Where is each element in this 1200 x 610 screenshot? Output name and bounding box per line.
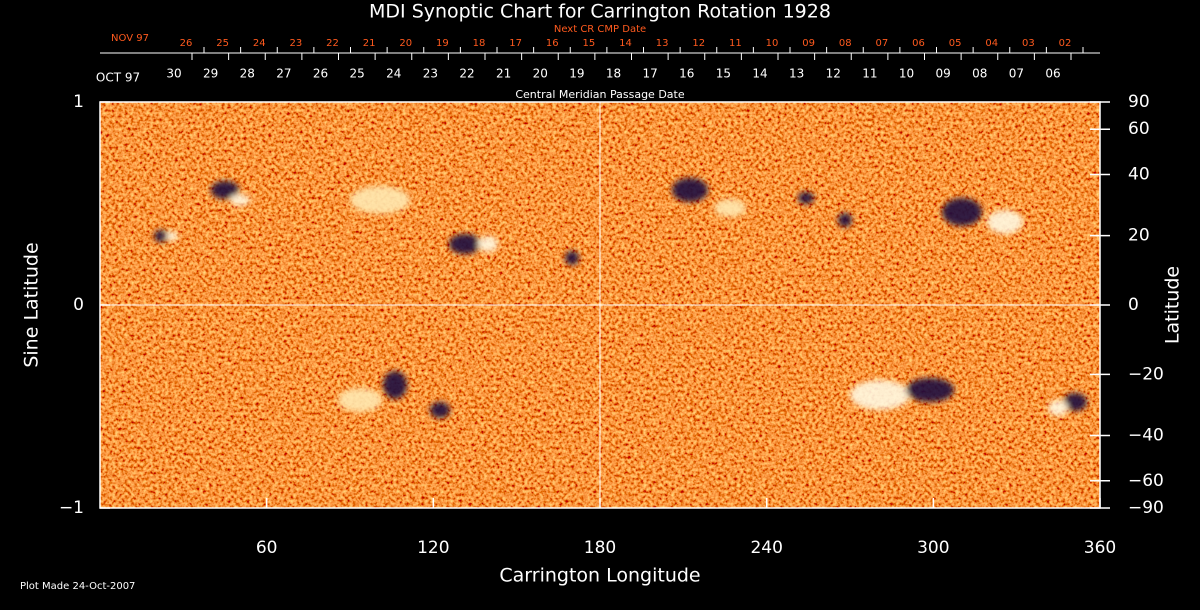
y2-tick-label: −40 — [1128, 425, 1164, 445]
top-date-label: 03 — [1022, 38, 1035, 49]
second-date-label: 12 — [826, 67, 841, 81]
y2-tick-label: −60 — [1128, 471, 1164, 491]
second-date-label: 21 — [496, 67, 511, 81]
x-tick-label: 300 — [917, 538, 949, 558]
x-tick-label: 240 — [750, 538, 782, 558]
second-date-label: 30 — [166, 67, 181, 81]
second-date-label: 11 — [862, 67, 877, 81]
top-date-label: 18 — [473, 38, 486, 49]
second-date-label: 19 — [569, 67, 584, 81]
top-date-label: 16 — [546, 38, 559, 49]
top-date-label: 12 — [692, 38, 705, 49]
y2-tick-label: 60 — [1128, 119, 1150, 139]
second-date-label: 22 — [459, 67, 474, 81]
second-date-label: 15 — [716, 67, 731, 81]
second-date-label: 07 — [1009, 67, 1024, 81]
top-axis-label: Next CR CMP Date — [554, 24, 646, 35]
top-date-label: 20 — [399, 38, 412, 49]
second-date-label: 14 — [752, 67, 767, 81]
x-axis-label: Carrington Longitude — [499, 565, 700, 587]
x-tick-label: 180 — [584, 538, 616, 558]
top-date-label: 05 — [949, 38, 962, 49]
second-date-label: 26 — [313, 67, 328, 81]
top-date-label: 10 — [766, 38, 779, 49]
second-date-label: 29 — [203, 67, 218, 81]
x-tick-label: 120 — [417, 538, 449, 558]
second-date-label: 06 — [1045, 67, 1060, 81]
top-date-label: 14 — [619, 38, 632, 49]
second-date-label: 16 — [679, 67, 694, 81]
y2-tick-label: 0 — [1128, 295, 1139, 315]
second-date-label: 25 — [349, 67, 364, 81]
top-axis-month: NOV 97 — [111, 33, 149, 44]
y-tick-label: 1 — [73, 92, 84, 112]
x-tick-label: 360 — [1084, 538, 1116, 558]
top-date-label: 09 — [802, 38, 815, 49]
y2-tick-label: 40 — [1128, 165, 1150, 185]
y2-tick-label: 20 — [1128, 226, 1150, 246]
x-tick-label: 60 — [256, 538, 278, 558]
top-date-label: 08 — [839, 38, 852, 49]
second-date-label: 13 — [789, 67, 804, 81]
second-date-label: 24 — [386, 67, 401, 81]
second-axis-month: OCT 97 — [96, 71, 140, 85]
second-date-label: 23 — [423, 67, 438, 81]
second-date-label: 08 — [972, 67, 987, 81]
second-date-label: 10 — [899, 67, 914, 81]
chart-title: MDI Synoptic Chart for Carrington Rotati… — [369, 1, 831, 23]
top-date-label: 25 — [216, 38, 229, 49]
top-date-label: 26 — [180, 38, 193, 49]
second-date-label: 20 — [533, 67, 548, 81]
top-date-label: 04 — [985, 38, 998, 49]
top-date-label: 11 — [729, 38, 742, 49]
footer: Plot Made 24-Oct-2007 — [20, 581, 135, 592]
top-date-label: 23 — [290, 38, 303, 49]
top-date-label: 06 — [912, 38, 925, 49]
y2-tick-label: −20 — [1128, 364, 1164, 384]
top-date-label: 13 — [656, 38, 669, 49]
top-date-label: 19 — [436, 38, 449, 49]
second-date-label: 09 — [935, 67, 950, 81]
second-axis-label: Central Meridian Passage Date — [515, 88, 684, 101]
top-date-label: 22 — [326, 38, 339, 49]
top-date-label: 24 — [253, 38, 266, 49]
top-date-label: 17 — [509, 38, 522, 49]
second-date-label: 28 — [240, 67, 255, 81]
top-date-label: 02 — [1059, 38, 1072, 49]
second-date-label: 17 — [642, 67, 657, 81]
y2-tick-label: −90 — [1128, 498, 1164, 518]
y2-tick-label: 90 — [1128, 92, 1150, 112]
second-date-label: 18 — [606, 67, 621, 81]
top-date-label: 07 — [876, 38, 889, 49]
second-date-label: 27 — [276, 67, 291, 81]
top-date-label: 21 — [363, 38, 376, 49]
y-axis-label: Sine Latitude — [21, 242, 43, 367]
y2-axis-label: Latitude — [1162, 266, 1184, 344]
top-date-label: 15 — [583, 38, 596, 49]
y-tick-label: 0 — [73, 295, 84, 315]
y-tick-label: −1 — [59, 498, 84, 518]
